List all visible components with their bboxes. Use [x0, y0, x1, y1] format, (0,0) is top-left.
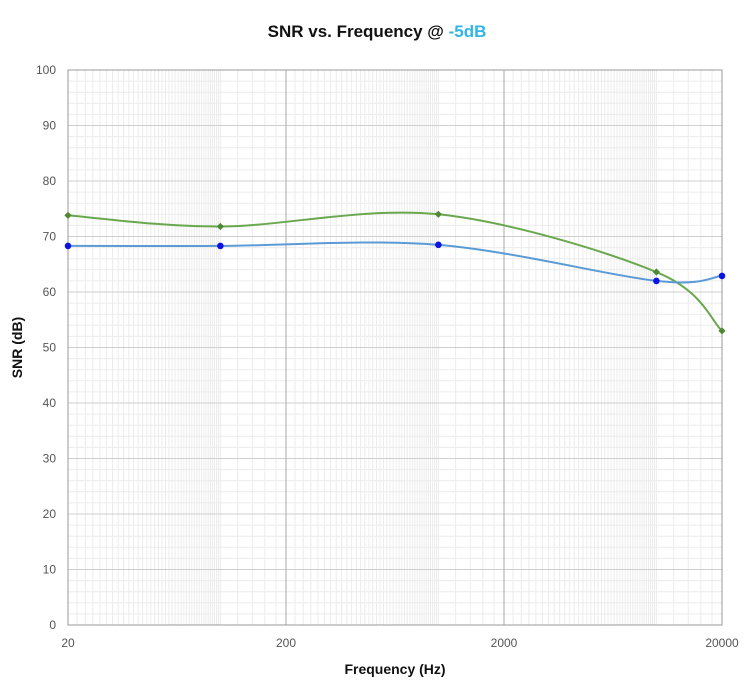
chart-title-highlight: -5dB	[448, 22, 487, 41]
chart-title: SNR vs. Frequency @ -5dB	[0, 22, 754, 42]
data-point-circle	[653, 277, 660, 285]
series-line	[67, 211, 723, 332]
y-tick-labels: 0 10 20 30 40 50 60 70 80 90 100	[36, 63, 56, 632]
y-tick-label: 90	[43, 119, 57, 133]
x-tick-labels: 20 200 2000 20000	[61, 636, 739, 650]
x-tick-label: 200	[276, 636, 296, 650]
series-1	[64, 210, 726, 335]
y-tick-label: 20	[43, 507, 57, 521]
y-axis-title: SNR (dB)	[9, 317, 25, 378]
data-point-circle	[217, 242, 224, 250]
data-point-diamond	[434, 210, 442, 218]
y-tick-label: 70	[43, 230, 57, 244]
x-tick-label: 20	[61, 636, 75, 650]
y-tick-label: 100	[36, 63, 56, 77]
series-layer	[64, 210, 726, 335]
y-tick-label: 30	[43, 452, 57, 466]
data-point-diamond	[64, 211, 72, 220]
data-point-diamond	[652, 268, 660, 276]
chart-title-prefix: SNR vs. Frequency @	[267, 22, 449, 41]
y-tick-label: 80	[43, 174, 57, 188]
y-tick-label: 50	[43, 341, 57, 355]
x-tick-label: 2000	[491, 636, 518, 650]
data-point-circle	[435, 241, 442, 249]
y-tick-label: 60	[43, 285, 57, 299]
y-tick-label: 0	[49, 618, 56, 632]
y-tick-label: 10	[43, 563, 57, 577]
y-tick-label: 40	[43, 396, 57, 410]
data-point-circle	[64, 242, 72, 250]
x-tick-label: 20000	[705, 636, 739, 650]
data-point-diamond	[718, 327, 726, 335]
data-point-circle	[718, 272, 726, 280]
major-grid	[67, 69, 723, 626]
x-axis-title: Frequency (Hz)	[344, 661, 445, 677]
series-line	[67, 241, 723, 284]
series-2	[64, 241, 726, 285]
data-point-diamond	[216, 222, 224, 231]
plot-frame	[67, 69, 723, 626]
